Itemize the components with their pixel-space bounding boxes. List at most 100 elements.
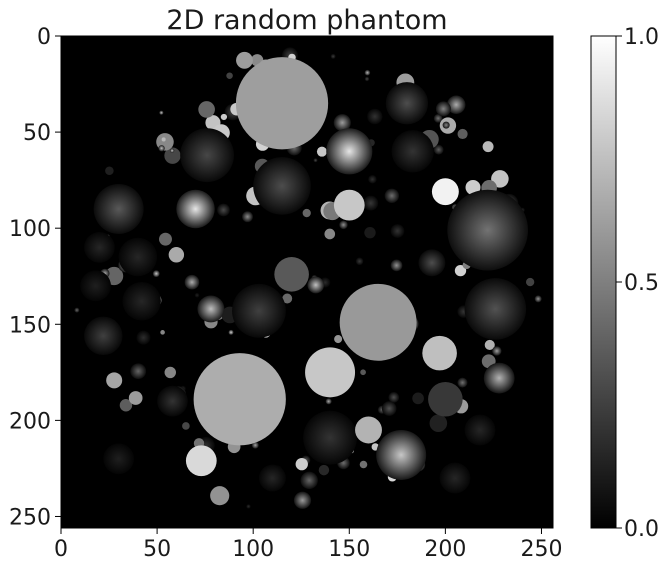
small-circle — [246, 504, 251, 509]
small-circle — [220, 113, 228, 121]
phantom-circle — [305, 347, 356, 398]
small-circle — [293, 491, 312, 509]
x-tick-label: 50 — [143, 537, 171, 562]
phantom-circle — [193, 353, 286, 446]
small-circle — [534, 295, 542, 303]
small-circle — [251, 441, 259, 449]
phantom-circle — [84, 232, 115, 263]
small-circle — [491, 170, 509, 188]
phantom-circle — [333, 189, 365, 221]
small-circle — [482, 141, 494, 153]
colorbar-tick-label: 1.0 — [624, 25, 659, 50]
small-circle — [302, 208, 311, 218]
small-circle — [363, 195, 379, 211]
small-circle — [367, 108, 383, 125]
small-circle — [295, 457, 308, 471]
small-circle — [159, 232, 172, 246]
small-circle — [184, 274, 200, 290]
small-circle — [210, 486, 230, 506]
y-axis: 0 50 100 150 200 250 — [9, 25, 61, 530]
small-circle — [433, 113, 443, 123]
image-frame — [60, 35, 554, 529]
small-circle — [228, 329, 234, 335]
phantom-circle — [80, 270, 111, 302]
small-circle — [390, 259, 403, 272]
small-circle — [128, 391, 143, 405]
small-circle — [194, 292, 200, 298]
x-tick-label: 100 — [232, 537, 274, 562]
small-circle — [359, 460, 368, 469]
phantom-circle — [235, 57, 329, 150]
small-circle — [164, 366, 176, 379]
small-circle — [217, 203, 230, 217]
small-circle — [74, 307, 80, 313]
phantom-circle — [391, 130, 434, 173]
colorbar: 0.0 0.5 1.0 — [590, 25, 659, 542]
phantom-circle — [464, 278, 527, 340]
small-circle — [384, 188, 400, 203]
phantom-circle — [483, 362, 515, 394]
small-circle — [169, 148, 175, 153]
phantom-circle — [274, 257, 309, 292]
phantom-circle — [418, 249, 446, 277]
phantom-circle — [253, 157, 311, 215]
x-tick-label: 200 — [424, 537, 466, 562]
small-circle — [158, 145, 165, 152]
phantom-circle — [157, 385, 188, 417]
colorbar-tick-label: 0.0 — [624, 517, 659, 542]
chart-title: 2D random phantom — [166, 5, 447, 36]
phantom-circle — [118, 237, 158, 277]
small-circle — [333, 114, 351, 132]
small-circle — [381, 401, 397, 416]
small-circle — [324, 228, 336, 240]
small-circle — [307, 276, 325, 294]
small-circle — [198, 101, 215, 118]
small-circle — [160, 330, 165, 335]
small-circle — [318, 464, 330, 476]
y-tick-label: 200 — [9, 409, 51, 434]
y-tick-label: 150 — [9, 313, 51, 338]
phantom-circle — [355, 416, 382, 444]
small-circle — [159, 110, 164, 115]
small-circle — [106, 372, 123, 389]
small-circle — [412, 392, 424, 405]
small-circle — [300, 471, 318, 490]
colorbar-gradient — [590, 35, 617, 529]
phantom-circle — [185, 445, 217, 477]
small-circle — [454, 264, 467, 277]
small-circle — [130, 363, 147, 380]
small-circle — [313, 158, 318, 163]
small-circle — [152, 270, 160, 278]
small-circle — [161, 137, 166, 142]
small-circle — [457, 128, 468, 140]
phantom-circle — [339, 283, 417, 361]
small-circle — [435, 101, 451, 117]
small-circle — [429, 414, 448, 433]
phantom-circle — [180, 128, 234, 183]
small-circle — [325, 398, 332, 405]
phantom-circle — [326, 128, 373, 175]
small-circle — [236, 51, 253, 69]
small-circle — [492, 346, 502, 356]
small-circle — [364, 226, 376, 239]
small-circle — [339, 220, 348, 230]
small-circle — [484, 339, 495, 350]
phantom-circle — [93, 183, 144, 234]
small-circle — [446, 95, 466, 115]
phantom-circle — [447, 189, 529, 271]
small-circle — [119, 399, 133, 412]
phantom-circle — [385, 82, 429, 125]
x-axis: 0 50 100 150 200 250 — [54, 528, 562, 562]
x-tick-label: 150 — [328, 537, 370, 562]
small-circle — [226, 72, 233, 79]
phantom-circle — [422, 335, 457, 371]
phantom-circle — [176, 189, 215, 229]
phantom-circle — [103, 443, 135, 475]
small-circle — [136, 330, 151, 345]
small-circle — [164, 147, 181, 164]
small-circle — [168, 247, 185, 263]
small-circle — [457, 377, 468, 388]
phantom-circle — [258, 464, 286, 492]
x-tick-label: 0 — [54, 537, 68, 562]
y-tick-label: 0 — [37, 25, 51, 50]
